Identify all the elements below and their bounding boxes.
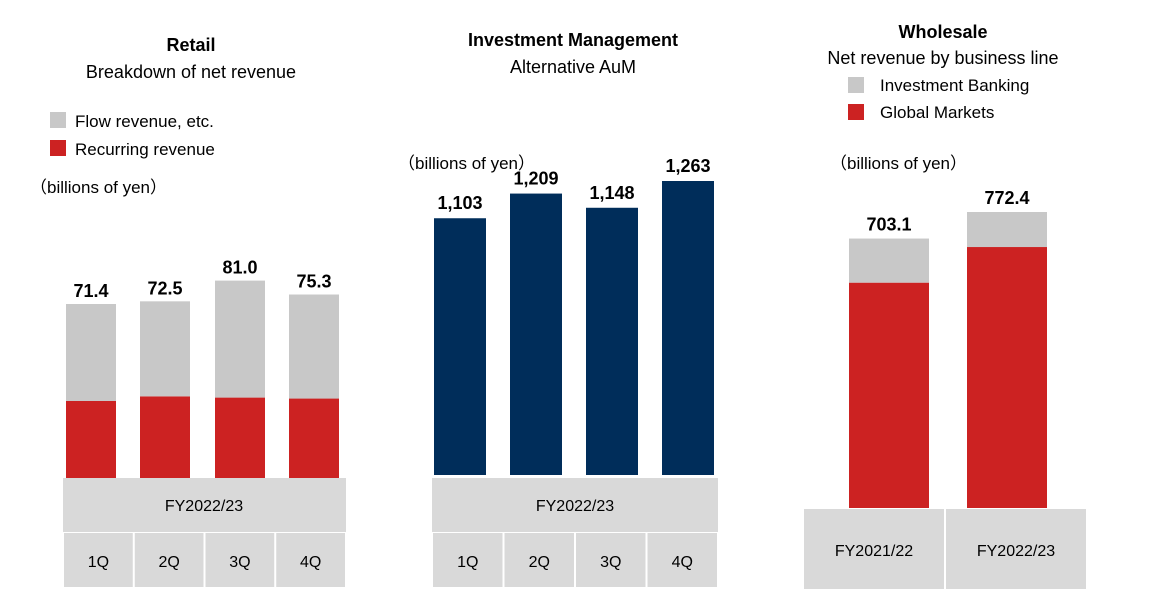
wholesale-bar-ib-FY2021/22	[849, 238, 929, 283]
wholesale-subtitle: Net revenue by business line	[827, 48, 1058, 68]
wholesale-legend-swatch-gm	[848, 104, 864, 120]
im-category-label-3Q: 3Q	[600, 554, 621, 571]
retail-legend-swatch-recurring	[50, 140, 66, 156]
wholesale-legend-ib: Investment Banking	[880, 76, 1029, 95]
wholesale-bars: 703.1 772.4	[849, 188, 1047, 508]
retail-bars: 71.4 72.5 81.0 75.3	[66, 258, 339, 478]
wholesale-category-cell-FY2022/23	[946, 509, 1086, 589]
im-category-label-4Q: 4Q	[672, 554, 693, 571]
retail-bar-flow-4Q	[289, 294, 339, 399]
im-category-cell-4Q	[647, 533, 717, 587]
im-value-label-2Q: 1,209	[513, 169, 558, 189]
retail-title: Retail	[166, 35, 215, 55]
wholesale-category-row: FY2021/22 FY2022/23	[804, 509, 1086, 589]
retail-total-label-3Q: 81.0	[222, 258, 257, 278]
im-value-label-4Q: 1,263	[665, 156, 710, 176]
im-bars: 1,103 1,209 1,148 1,263	[434, 156, 714, 475]
retail-category-cell-3Q	[205, 533, 275, 587]
im-category-cell-3Q	[576, 533, 646, 587]
im-category-row: 1Q 2Q 3Q 4Q	[433, 533, 717, 587]
wholesale-legend-swatch-ib	[848, 77, 864, 93]
retail-group-header	[63, 478, 346, 532]
wholesale-panel: Wholesale Net revenue by business line I…	[804, 22, 1086, 589]
retail-legend-swatch-flow	[50, 112, 66, 128]
wholesale-category-cell-FY2021/22	[804, 509, 944, 589]
im-subtitle: Alternative AuM	[510, 57, 636, 77]
retail-bar-recurring-1Q	[66, 400, 116, 478]
wholesale-category-label-FY2021/22: FY2021/22	[835, 543, 913, 560]
retail-category-cell-4Q	[276, 533, 345, 587]
retail-bar-flow-1Q	[66, 304, 116, 401]
wholesale-total-label-FY2021/22: 703.1	[866, 215, 911, 235]
im-group-header	[432, 478, 718, 532]
retail-legend-recurring: Recurring revenue	[75, 140, 215, 159]
retail-total-label-2Q: 72.5	[147, 278, 182, 298]
retail-category-cell-1Q	[64, 533, 133, 587]
im-unit-label: （billions of yen）	[398, 154, 535, 173]
retail-category-label-4Q: 4Q	[300, 554, 321, 571]
im-category-cell-2Q	[504, 533, 574, 587]
im-bar-4Q	[662, 181, 714, 475]
retail-legend-flow: Flow revenue, etc.	[75, 112, 214, 131]
wholesale-legend-gm: Global Markets	[880, 103, 994, 122]
im-category-label-2Q: 2Q	[529, 554, 550, 571]
retail-category-cell-2Q	[134, 533, 204, 587]
retail-bar-flow-3Q	[215, 280, 265, 398]
retail-total-label-4Q: 75.3	[296, 271, 331, 291]
wholesale-unit-label: （billions of yen）	[830, 154, 967, 173]
retail-category-row: 1Q 2Q 3Q 4Q	[64, 533, 345, 587]
im-panel: Investment Management Alternative AuM （b…	[398, 30, 718, 587]
retail-category-label-2Q: 2Q	[158, 554, 179, 571]
im-title: Investment Management	[468, 30, 678, 50]
im-bar-2Q	[510, 193, 562, 475]
retail-bar-recurring-2Q	[140, 396, 190, 478]
wholesale-total-label-FY2022/23: 772.4	[984, 188, 1029, 208]
wholesale-title: Wholesale	[898, 22, 987, 42]
im-bar-1Q	[434, 218, 486, 475]
retail-panel: Retail Breakdown of net revenue Flow rev…	[30, 35, 346, 587]
im-value-label-3Q: 1,148	[589, 183, 634, 203]
retail-category-label-1Q: 1Q	[88, 554, 109, 571]
im-bar-3Q	[586, 207, 638, 475]
retail-total-label-1Q: 71.4	[73, 281, 108, 301]
wholesale-bar-gm-FY2022/23	[967, 247, 1047, 508]
retail-category-label-3Q: 3Q	[229, 554, 250, 571]
retail-subtitle: Breakdown of net revenue	[86, 62, 296, 82]
retail-bar-recurring-3Q	[215, 397, 265, 478]
im-category-label-1Q: 1Q	[457, 554, 478, 571]
retail-group-label: FY2022/23	[165, 498, 243, 515]
wholesale-category-label-FY2022/23: FY2022/23	[977, 543, 1055, 560]
retail-bar-flow-2Q	[140, 301, 190, 397]
im-group-label: FY2022/23	[536, 498, 614, 515]
wholesale-bar-gm-FY2021/22	[849, 282, 929, 508]
im-value-label-1Q: 1,103	[437, 193, 482, 213]
retail-bar-recurring-4Q	[289, 398, 339, 478]
im-category-cell-1Q	[433, 533, 503, 587]
wholesale-bar-ib-FY2022/23	[967, 212, 1047, 248]
retail-unit-label: （billions of yen）	[30, 178, 167, 197]
